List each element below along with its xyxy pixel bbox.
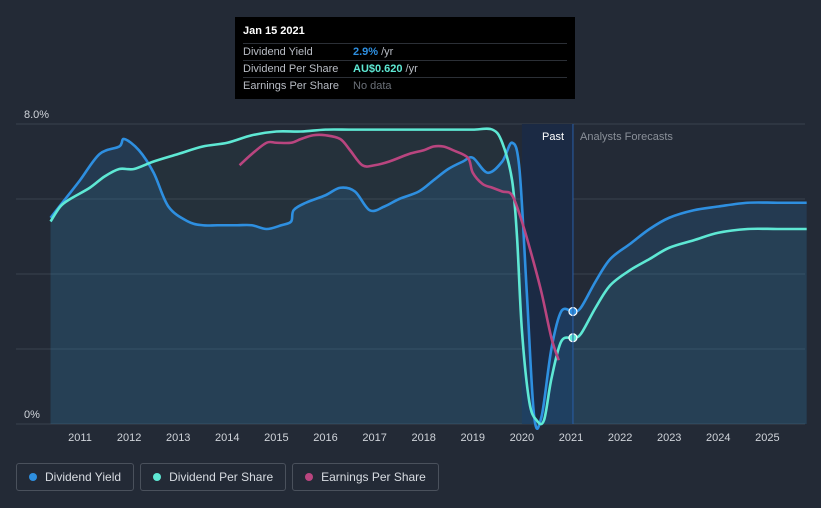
tooltip-label: Dividend Per Share bbox=[243, 63, 339, 75]
dividend-yield-area bbox=[50, 138, 807, 429]
y-tick-label: 0% bbox=[24, 409, 40, 421]
dividend-per-share-line bbox=[49, 127, 807, 426]
legend-item-dividend-yield[interactable]: Dividend Yield bbox=[16, 463, 135, 491]
tooltip-unit: /yr bbox=[381, 46, 394, 58]
legend-label: Dividend Per Share bbox=[169, 470, 274, 484]
forecast-label: Analysts Forecasts bbox=[580, 131, 673, 143]
series-lines bbox=[49, 127, 807, 430]
x-tick-label: 2014 bbox=[215, 432, 239, 444]
x-axis-ticks: 2011 2012 2013 2014 2015 2016 2017 2018 2019 2020… bbox=[68, 432, 779, 444]
tooltip-label: Dividend Yield bbox=[243, 46, 313, 58]
x-tick-label: 2024 bbox=[706, 432, 730, 444]
x-tick-label: 2020 bbox=[510, 432, 534, 444]
legend-item-dividend-per-share[interactable]: Dividend Per Share bbox=[140, 463, 287, 491]
earnings-per-share-line bbox=[238, 133, 560, 361]
x-tick-label: 2018 bbox=[411, 432, 435, 444]
x-tick-label: 2012 bbox=[117, 432, 141, 444]
tooltip-value: No data bbox=[353, 80, 392, 92]
x-tick-label: 2016 bbox=[313, 432, 337, 444]
tooltip-unit: /yr bbox=[405, 63, 418, 75]
tooltip-row-dividend-yield: Dividend Yield 2.9% /yr bbox=[243, 43, 567, 60]
x-tick-label: 2017 bbox=[362, 432, 386, 444]
tooltip-value: 2.9% bbox=[353, 46, 379, 58]
tooltip-value: AU$0.620 bbox=[353, 63, 403, 75]
legend-dot-icon bbox=[305, 473, 314, 481]
tooltip-date: Jan 15 2021 bbox=[243, 25, 305, 37]
tooltip-label: Earnings Per Share bbox=[243, 80, 339, 92]
x-tick-label: 2021 bbox=[559, 432, 583, 444]
grid-lines bbox=[16, 123, 805, 425]
tooltip: Jan 15 2021 Dividend Yield 2.9% /yr Divi… bbox=[235, 17, 575, 99]
legend-item-earnings-per-share[interactable]: Earnings Per Share bbox=[292, 463, 439, 491]
x-tick-label: 2019 bbox=[461, 432, 485, 444]
legend-label: Dividend Yield bbox=[45, 470, 122, 484]
series-areas bbox=[50, 128, 807, 429]
x-tick-label: 2025 bbox=[755, 432, 779, 444]
past-label: Past bbox=[542, 131, 564, 143]
y-tick-label: 8.0% bbox=[24, 109, 49, 121]
x-tick-label: 2011 bbox=[68, 432, 92, 444]
legend-dot-icon bbox=[153, 473, 162, 481]
x-tick-label: 2023 bbox=[657, 432, 681, 444]
legend: Dividend Yield Dividend Per Share Earnin… bbox=[16, 463, 439, 491]
x-tick-label: 2022 bbox=[608, 432, 632, 444]
dividend-per-share-area bbox=[50, 128, 807, 425]
y-axis-ticks: 8.0% 0% bbox=[24, 109, 49, 421]
tooltip-row-earnings-per-share: Earnings Per Share No data bbox=[243, 77, 567, 94]
legend-label: Earnings Per Share bbox=[321, 470, 426, 484]
legend-dot-icon bbox=[29, 473, 37, 481]
x-tick-label: 2015 bbox=[264, 432, 288, 444]
x-tick-label: 2013 bbox=[166, 432, 190, 444]
dividend-yield-line bbox=[49, 137, 807, 430]
tooltip-row-dividend-per-share: Dividend Per Share AU$0.620 /yr bbox=[243, 60, 567, 77]
